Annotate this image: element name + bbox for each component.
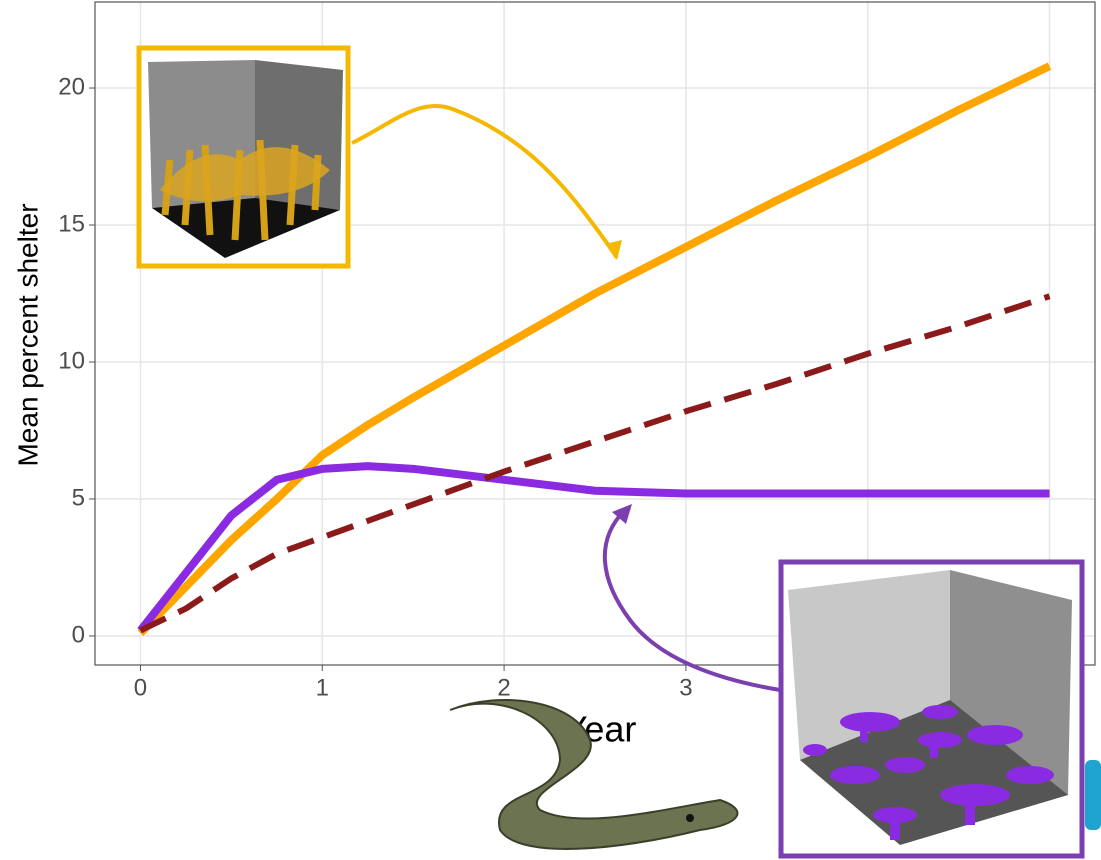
y-tick-label: 15 (58, 210, 85, 237)
series-line (137, 462, 1050, 633)
inset-branching (136, 45, 351, 269)
x-tick-label: 3 (679, 674, 692, 701)
panel-border (94, 1, 1096, 666)
arrowhead (605, 240, 622, 260)
series-line (139, 293, 1051, 634)
lines (137, 62, 1052, 637)
series-line (137, 62, 1052, 637)
y-tick-label: 0 (72, 621, 85, 648)
y-tick-label: 20 (58, 73, 85, 100)
inset-tabular (778, 559, 1085, 859)
arrow (351, 103, 619, 260)
eel-illustration (449, 699, 739, 850)
y-axis-title: Mean percent shelter (12, 203, 43, 466)
y-tick-label: 5 (72, 484, 85, 511)
y-tick-label: 10 (58, 347, 85, 374)
x-tick-label: 2 (497, 674, 510, 701)
x-tick-label: 0 (134, 674, 147, 701)
arrowhead (612, 504, 632, 524)
x-tick-label: 1 (316, 674, 329, 701)
arrow (603, 508, 781, 692)
logo-fragment (1085, 760, 1101, 830)
